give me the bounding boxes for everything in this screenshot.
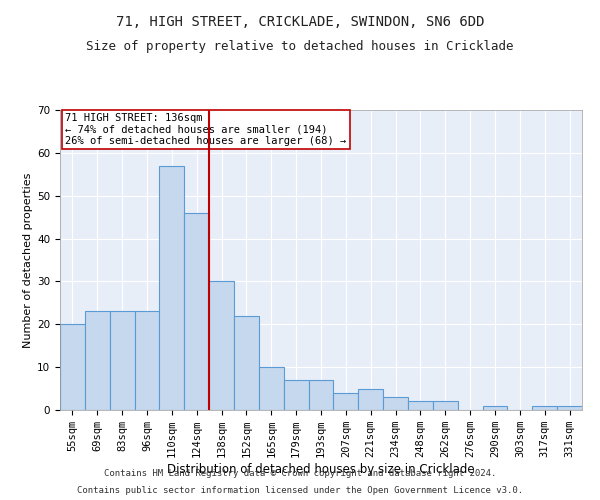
Text: 71 HIGH STREET: 136sqm
← 74% of detached houses are smaller (194)
26% of semi-de: 71 HIGH STREET: 136sqm ← 74% of detached… [65, 113, 346, 146]
Bar [259, 367, 284, 410]
Bar [334, 393, 358, 410]
Bar [433, 402, 458, 410]
Bar [160, 166, 184, 410]
Bar [308, 380, 334, 410]
Bar [110, 312, 134, 410]
Text: Size of property relative to detached houses in Cricklade: Size of property relative to detached ho… [86, 40, 514, 53]
Bar [358, 388, 383, 410]
Bar [284, 380, 308, 410]
Bar [408, 402, 433, 410]
Text: 71, HIGH STREET, CRICKLADE, SWINDON, SN6 6DD: 71, HIGH STREET, CRICKLADE, SWINDON, SN6… [116, 15, 484, 29]
Bar [184, 213, 209, 410]
Bar [60, 324, 85, 410]
Y-axis label: Number of detached properties: Number of detached properties [23, 172, 33, 348]
Bar [383, 397, 408, 410]
Bar [557, 406, 582, 410]
Text: Contains HM Land Registry data © Crown copyright and database right 2024.: Contains HM Land Registry data © Crown c… [104, 468, 496, 477]
Bar [209, 282, 234, 410]
X-axis label: Distribution of detached houses by size in Cricklade: Distribution of detached houses by size … [167, 463, 475, 476]
Bar [85, 312, 110, 410]
Bar [234, 316, 259, 410]
Bar [532, 406, 557, 410]
Text: Contains public sector information licensed under the Open Government Licence v3: Contains public sector information licen… [77, 486, 523, 495]
Bar [134, 312, 160, 410]
Bar [482, 406, 508, 410]
